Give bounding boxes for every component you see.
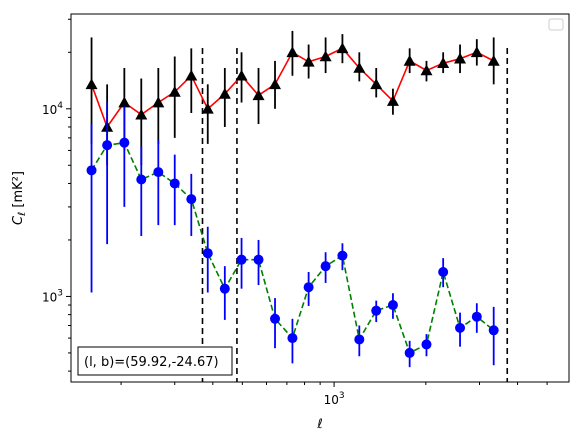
marker-0-14 — [319, 50, 332, 62]
marker-1-10 — [253, 254, 264, 265]
series-1 — [86, 102, 499, 368]
marker-0-17 — [370, 78, 383, 90]
x-axis-label: ℓ — [316, 417, 322, 432]
marker-1-18 — [387, 300, 398, 311]
marker-0-22 — [454, 52, 467, 64]
marker-0-20 — [420, 64, 433, 76]
marker-1-1 — [102, 140, 113, 151]
marker-0-8 — [218, 87, 231, 99]
marker-0-2 — [118, 96, 131, 108]
marker-1-16 — [354, 334, 365, 345]
plot-area — [71, 14, 569, 382]
series-layer — [85, 30, 500, 368]
marker-1-22 — [455, 322, 466, 333]
marker-0-0 — [85, 78, 98, 90]
marker-1-17 — [371, 305, 382, 316]
marker-0-15 — [336, 42, 349, 54]
y-tick-label-1: 104 — [42, 101, 63, 117]
marker-1-8 — [219, 283, 230, 294]
marker-0-16 — [353, 61, 366, 73]
marker-0-4 — [152, 96, 165, 108]
annotation-text: (l, b)=(59.92,-24.67) — [84, 355, 219, 370]
legend-box — [548, 18, 564, 31]
marker-0-5 — [168, 85, 181, 97]
marker-0-6 — [185, 69, 198, 81]
y-axis-label: Cℓ [mK²] — [11, 171, 28, 225]
ticks-layer: 103 103 104 — [42, 18, 548, 407]
marker-0-13 — [302, 55, 315, 67]
marker-0-10 — [252, 89, 265, 101]
vlines-layer — [201, 48, 509, 382]
marker-1-2 — [119, 137, 130, 148]
marker-1-19 — [404, 347, 415, 358]
marker-0-7 — [201, 102, 214, 114]
marker-1-12 — [287, 333, 298, 344]
marker-0-9 — [235, 69, 248, 81]
marker-1-11 — [270, 313, 281, 324]
marker-1-6 — [186, 194, 197, 205]
marker-1-5 — [169, 178, 180, 189]
marker-1-14 — [320, 261, 331, 272]
marker-0-19 — [403, 54, 416, 66]
marker-0-21 — [437, 57, 450, 68]
marker-1-13 — [303, 282, 314, 293]
marker-1-15 — [337, 250, 348, 261]
annotation-box: (l, b)=(59.92,-24.67) — [77, 346, 233, 376]
marker-0-11 — [269, 78, 282, 90]
marker-1-21 — [438, 266, 449, 277]
marker-1-23 — [471, 311, 482, 322]
marker-1-20 — [421, 339, 432, 350]
marker-1-24 — [488, 325, 499, 336]
marker-1-9 — [236, 254, 247, 265]
marker-1-3 — [136, 174, 147, 185]
x-tick-label-0: 103 — [324, 391, 345, 407]
marker-0-12 — [286, 46, 299, 58]
marker-1-0 — [86, 165, 97, 176]
marker-1-7 — [202, 248, 213, 259]
marker-0-3 — [135, 108, 148, 120]
marker-0-23 — [470, 46, 483, 58]
marker-0-18 — [386, 95, 399, 106]
annotation-frame — [77, 346, 233, 376]
y-tick-label-0: 103 — [42, 288, 63, 304]
marker-1-4 — [153, 167, 164, 178]
marker-0-24 — [487, 54, 500, 66]
